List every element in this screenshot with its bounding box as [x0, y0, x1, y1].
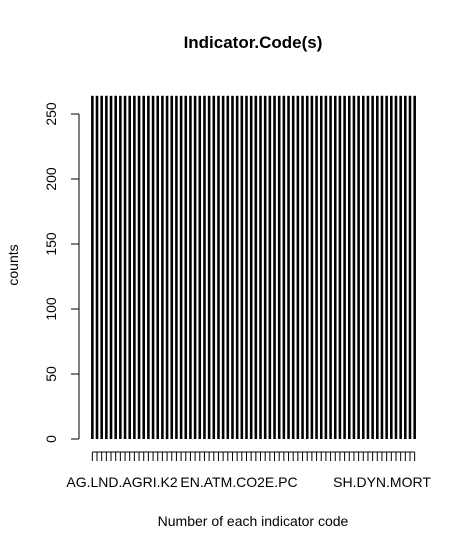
bar — [263, 95, 267, 440]
bar — [198, 95, 202, 440]
bar — [273, 95, 276, 440]
bar — [296, 95, 300, 440]
bar — [282, 95, 286, 440]
bar — [333, 95, 337, 440]
bar — [380, 95, 384, 440]
bar — [240, 95, 244, 440]
bar — [338, 95, 342, 440]
bar — [212, 95, 216, 440]
bar — [156, 95, 160, 440]
bar — [193, 95, 197, 440]
bar — [310, 95, 314, 440]
bar — [151, 95, 155, 440]
bar — [361, 95, 365, 440]
bars-group — [91, 95, 416, 440]
bar — [371, 95, 374, 440]
bar — [217, 95, 220, 440]
bar — [352, 95, 356, 440]
bar — [175, 95, 178, 440]
bar — [142, 95, 146, 440]
x-tick-label: AG.LND.AGRI.K2 — [66, 474, 177, 490]
y-tick-label: 250 — [43, 102, 59, 126]
bar — [170, 95, 174, 440]
bar — [165, 95, 169, 440]
bar — [114, 95, 117, 440]
bar — [357, 95, 360, 440]
bar — [226, 95, 230, 440]
x-axis-label: Number of each indicator code — [158, 513, 349, 529]
bar — [259, 95, 262, 440]
y-tick-label: 100 — [43, 297, 59, 321]
bar — [324, 95, 328, 440]
y-tick-label: 150 — [43, 232, 59, 256]
bar — [413, 95, 416, 440]
bar — [347, 95, 351, 440]
bar — [179, 95, 183, 440]
x-tick-label: SH.DYN.MORT — [333, 474, 431, 490]
bar — [184, 95, 188, 440]
bar — [133, 95, 136, 440]
bar — [221, 95, 225, 440]
bar — [100, 95, 103, 440]
x-tick-label: EN.ATM.CO2E.PC — [180, 474, 297, 490]
y-axis-label: counts — [5, 244, 21, 285]
bar — [376, 95, 379, 440]
bar — [319, 95, 323, 440]
bar — [277, 95, 281, 440]
bar — [408, 95, 412, 440]
bar — [105, 95, 108, 440]
bar — [399, 95, 402, 440]
bar — [147, 95, 150, 440]
bar — [287, 95, 290, 440]
bar — [119, 95, 122, 440]
bar — [305, 95, 309, 440]
bar — [394, 95, 398, 440]
bar — [123, 95, 127, 440]
bar — [137, 95, 141, 440]
bar — [404, 95, 407, 440]
bar — [95, 95, 99, 440]
bar — [231, 95, 234, 440]
x-axis: AG.LND.AGRI.K2 EN.ATM.CO2E.PC SH.DYN.MORT — [66, 451, 431, 490]
bar — [245, 95, 248, 440]
bar — [109, 95, 113, 440]
bar — [385, 95, 388, 440]
bar — [343, 95, 346, 440]
bar — [249, 95, 253, 440]
bar — [128, 95, 131, 440]
y-axis: 0 50 100 150 200 250 — [43, 102, 80, 443]
bar — [203, 95, 206, 440]
y-tick-label: 50 — [43, 366, 59, 382]
y-tick-label: 0 — [43, 435, 59, 443]
bar — [291, 95, 295, 440]
bar — [254, 95, 258, 440]
bar — [315, 95, 318, 440]
bar — [268, 95, 272, 440]
y-tick-label: 200 — [43, 167, 59, 191]
bar — [235, 95, 239, 440]
bar — [329, 95, 332, 440]
bar — [207, 95, 211, 440]
bar — [390, 95, 393, 440]
bar — [366, 95, 370, 440]
chart-title: Indicator.Code(s) — [184, 33, 323, 52]
bar — [189, 95, 192, 440]
bar — [301, 95, 304, 440]
bar — [161, 95, 164, 440]
bar — [91, 95, 94, 440]
